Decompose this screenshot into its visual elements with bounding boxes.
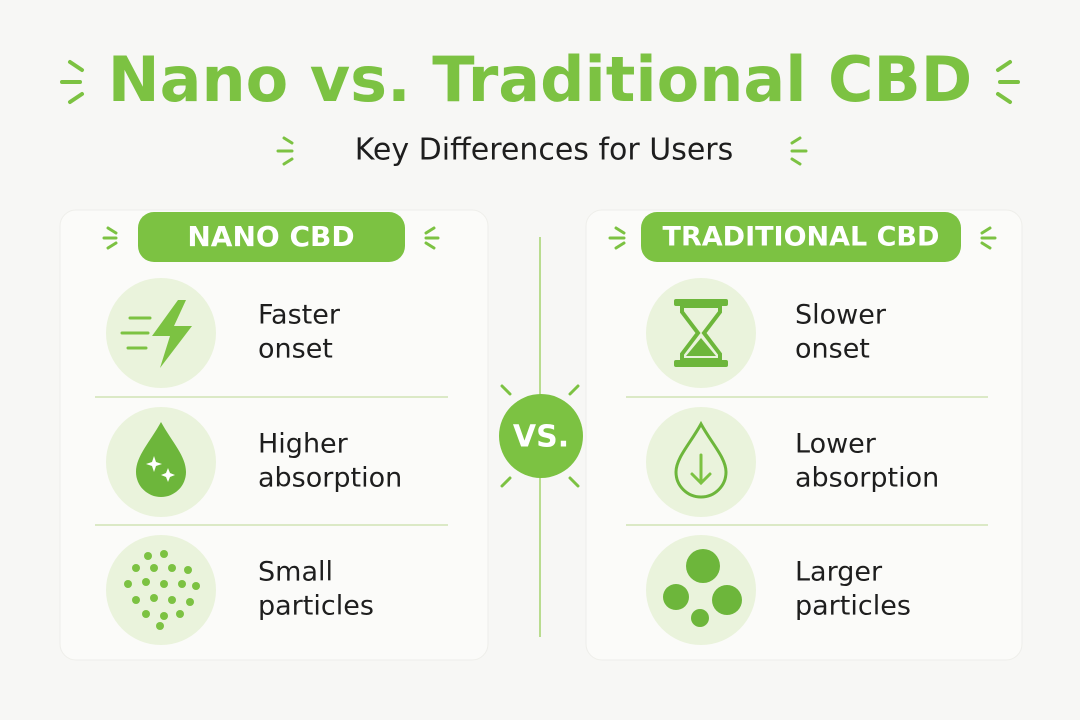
- pill-nano: [138, 212, 405, 262]
- icon-large-dots: [663, 549, 742, 627]
- icon-drop-outline: [674, 420, 728, 499]
- panel-header: NANO CBD: [187, 220, 354, 253]
- vs-badge: [499, 394, 583, 478]
- item-text: absorption: [795, 463, 939, 494]
- item-text: onset: [258, 334, 333, 365]
- icon-small-dots: [124, 550, 200, 630]
- vs-label: VS.: [513, 420, 569, 455]
- item-text: Small: [258, 557, 333, 588]
- title-sparks: [60, 60, 1020, 104]
- item-text: Slower: [795, 300, 887, 331]
- item-text: Lower: [795, 429, 877, 460]
- item-texts: FasteronsetHigherabsorptionSmallparticle…: [258, 300, 939, 622]
- pill-traditional: [641, 212, 961, 262]
- pill-sparks: [102, 226, 997, 250]
- item-text: Larger: [795, 557, 883, 588]
- item-text: Faster: [258, 300, 341, 331]
- icon-drop: [136, 422, 186, 497]
- item-text: absorption: [258, 463, 402, 494]
- subtitle-sparks: [276, 136, 808, 166]
- item-text: Higher: [258, 429, 349, 460]
- item-text: onset: [795, 334, 870, 365]
- icon-hourglass: [674, 299, 728, 367]
- item-text: particles: [795, 591, 911, 622]
- item-text: particles: [258, 591, 374, 622]
- row-separators: [95, 396, 988, 526]
- panel-header: TRADITIONAL CBD: [663, 222, 940, 253]
- icon-lightning: [120, 300, 192, 368]
- subtitle: Key Differences for Users: [355, 133, 734, 168]
- title: Nano vs. Traditional CBD: [108, 43, 973, 116]
- vs-sparks: [500, 384, 580, 488]
